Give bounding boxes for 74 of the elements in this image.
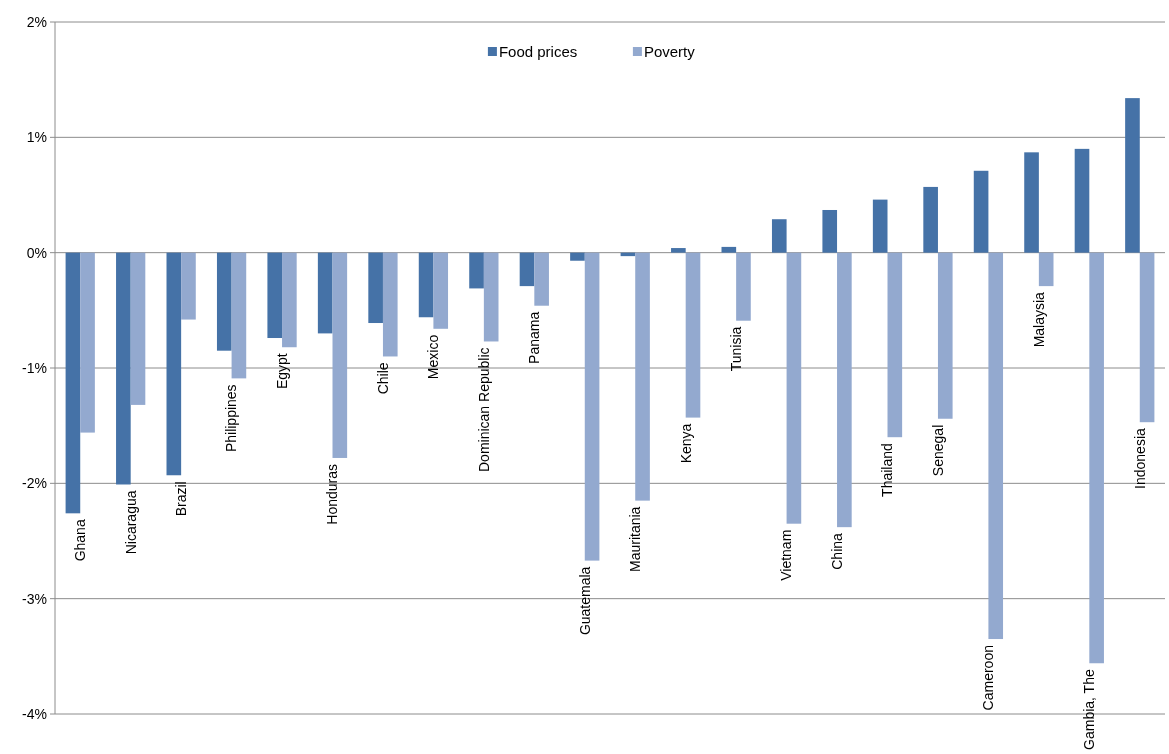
bar [837, 252, 852, 528]
bar [382, 252, 398, 357]
legend-label: Food prices [498, 43, 578, 61]
bar [433, 252, 449, 329]
bar [1024, 152, 1039, 253]
x-tick-label: Malaysia [1030, 291, 1047, 348]
x-tick-label: Ghana [72, 519, 89, 562]
bar [130, 252, 146, 405]
bar [570, 252, 585, 261]
bar [671, 248, 686, 253]
bar [267, 252, 283, 339]
bar [721, 246, 737, 253]
bar [937, 252, 953, 419]
bar [181, 252, 196, 320]
bar [973, 170, 989, 253]
x-tick-label: Brazil [173, 481, 190, 517]
bar [231, 252, 247, 379]
bar [418, 252, 434, 318]
bar [988, 252, 1004, 640]
bar [534, 252, 549, 306]
bar [584, 252, 600, 561]
bar [483, 252, 499, 342]
x-tick-label: Gambia, The [1081, 669, 1098, 750]
y-tick-label: 1% [26, 129, 47, 146]
x-tick-label: Egypt [273, 353, 290, 390]
y-tick-label: -2% [22, 475, 47, 492]
bar [368, 252, 383, 324]
x-tick-label: China [828, 532, 845, 570]
y-tick-label: -1% [22, 359, 47, 376]
bar [786, 252, 802, 524]
bar [887, 252, 903, 438]
bar [80, 252, 95, 433]
x-tick-label: Indonesia [1131, 427, 1148, 489]
x-tick-label: Chile [374, 362, 391, 395]
y-tick-label: 0% [26, 244, 47, 261]
x-tick-label: Tunisia [728, 326, 745, 372]
bar [923, 186, 938, 253]
y-tick-label: -4% [22, 705, 47, 722]
y-tick-label: -3% [22, 590, 47, 607]
x-tick-label: Guatemala [576, 566, 593, 636]
bar [282, 252, 297, 348]
x-tick-label: Panama [526, 311, 543, 364]
bar [116, 252, 131, 485]
x-tick-label: Nicaragua [122, 490, 139, 555]
bar [332, 252, 348, 458]
bar [65, 252, 81, 514]
x-tick-label: Vietnam [778, 529, 795, 581]
x-tick-label: Honduras [324, 463, 341, 525]
legend-label: Poverty [643, 43, 696, 61]
bar [736, 252, 751, 321]
bar [317, 252, 333, 334]
bar [1139, 252, 1155, 423]
bar [519, 252, 535, 287]
bar [822, 209, 838, 253]
bar [1074, 148, 1090, 253]
bar [1038, 252, 1054, 287]
x-tick-label: Mauritania [627, 506, 644, 573]
x-tick-label: Cameroon [980, 645, 997, 711]
bar [166, 252, 182, 476]
x-tick-label: Thailand [879, 443, 896, 497]
bar [1089, 252, 1104, 664]
bar [216, 252, 232, 351]
bar [685, 252, 701, 418]
y-tick-label: 2% [26, 13, 47, 30]
x-tick-label: Mexico [425, 334, 442, 380]
x-tick-label: Senegal [929, 424, 946, 477]
x-tick-label: Philippines [223, 384, 240, 453]
x-tick-label: Dominican Republic [475, 347, 492, 472]
bar [469, 252, 484, 289]
bar [635, 252, 650, 501]
bar [1125, 98, 1140, 253]
bar [771, 219, 787, 253]
x-tick-label: Kenya [677, 423, 694, 464]
bar [872, 199, 888, 253]
